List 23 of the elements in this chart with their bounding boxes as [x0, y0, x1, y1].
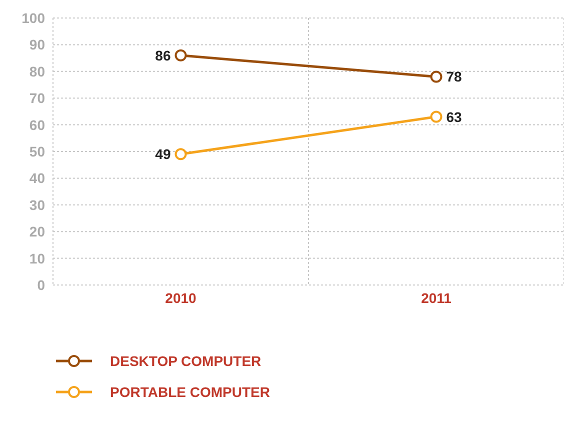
- data-label: 49: [155, 146, 171, 162]
- y-tick-label: 100: [22, 10, 46, 26]
- data-label: 63: [446, 108, 462, 125]
- y-tick-label: 60: [29, 116, 46, 133]
- legend-label: PORTABLE COMPUTER: [110, 384, 270, 400]
- y-tick-label: 80: [29, 63, 46, 80]
- point: [174, 148, 187, 160]
- point: [430, 70, 442, 83]
- y-tick-label: 0: [37, 276, 46, 293]
- point: [174, 49, 187, 62]
- y-tick-label: 20: [29, 224, 46, 240]
- point: [430, 110, 442, 123]
- data-label: 86: [155, 47, 171, 64]
- y-tick-label: 40: [29, 170, 46, 186]
- legend-label: DESKTOP COMPUTER: [110, 352, 262, 368]
- x-tick-label: 2011: [421, 290, 452, 306]
- y-tick-label: 30: [29, 196, 46, 213]
- x-tick-label: 2010: [165, 290, 197, 306]
- y-tick-label: 70: [29, 90, 46, 106]
- y-tick-label: 50: [29, 143, 46, 160]
- data-label: 78: [446, 68, 462, 85]
- y-tick-label: 10: [29, 250, 46, 266]
- y-tick-label: 90: [29, 36, 46, 53]
